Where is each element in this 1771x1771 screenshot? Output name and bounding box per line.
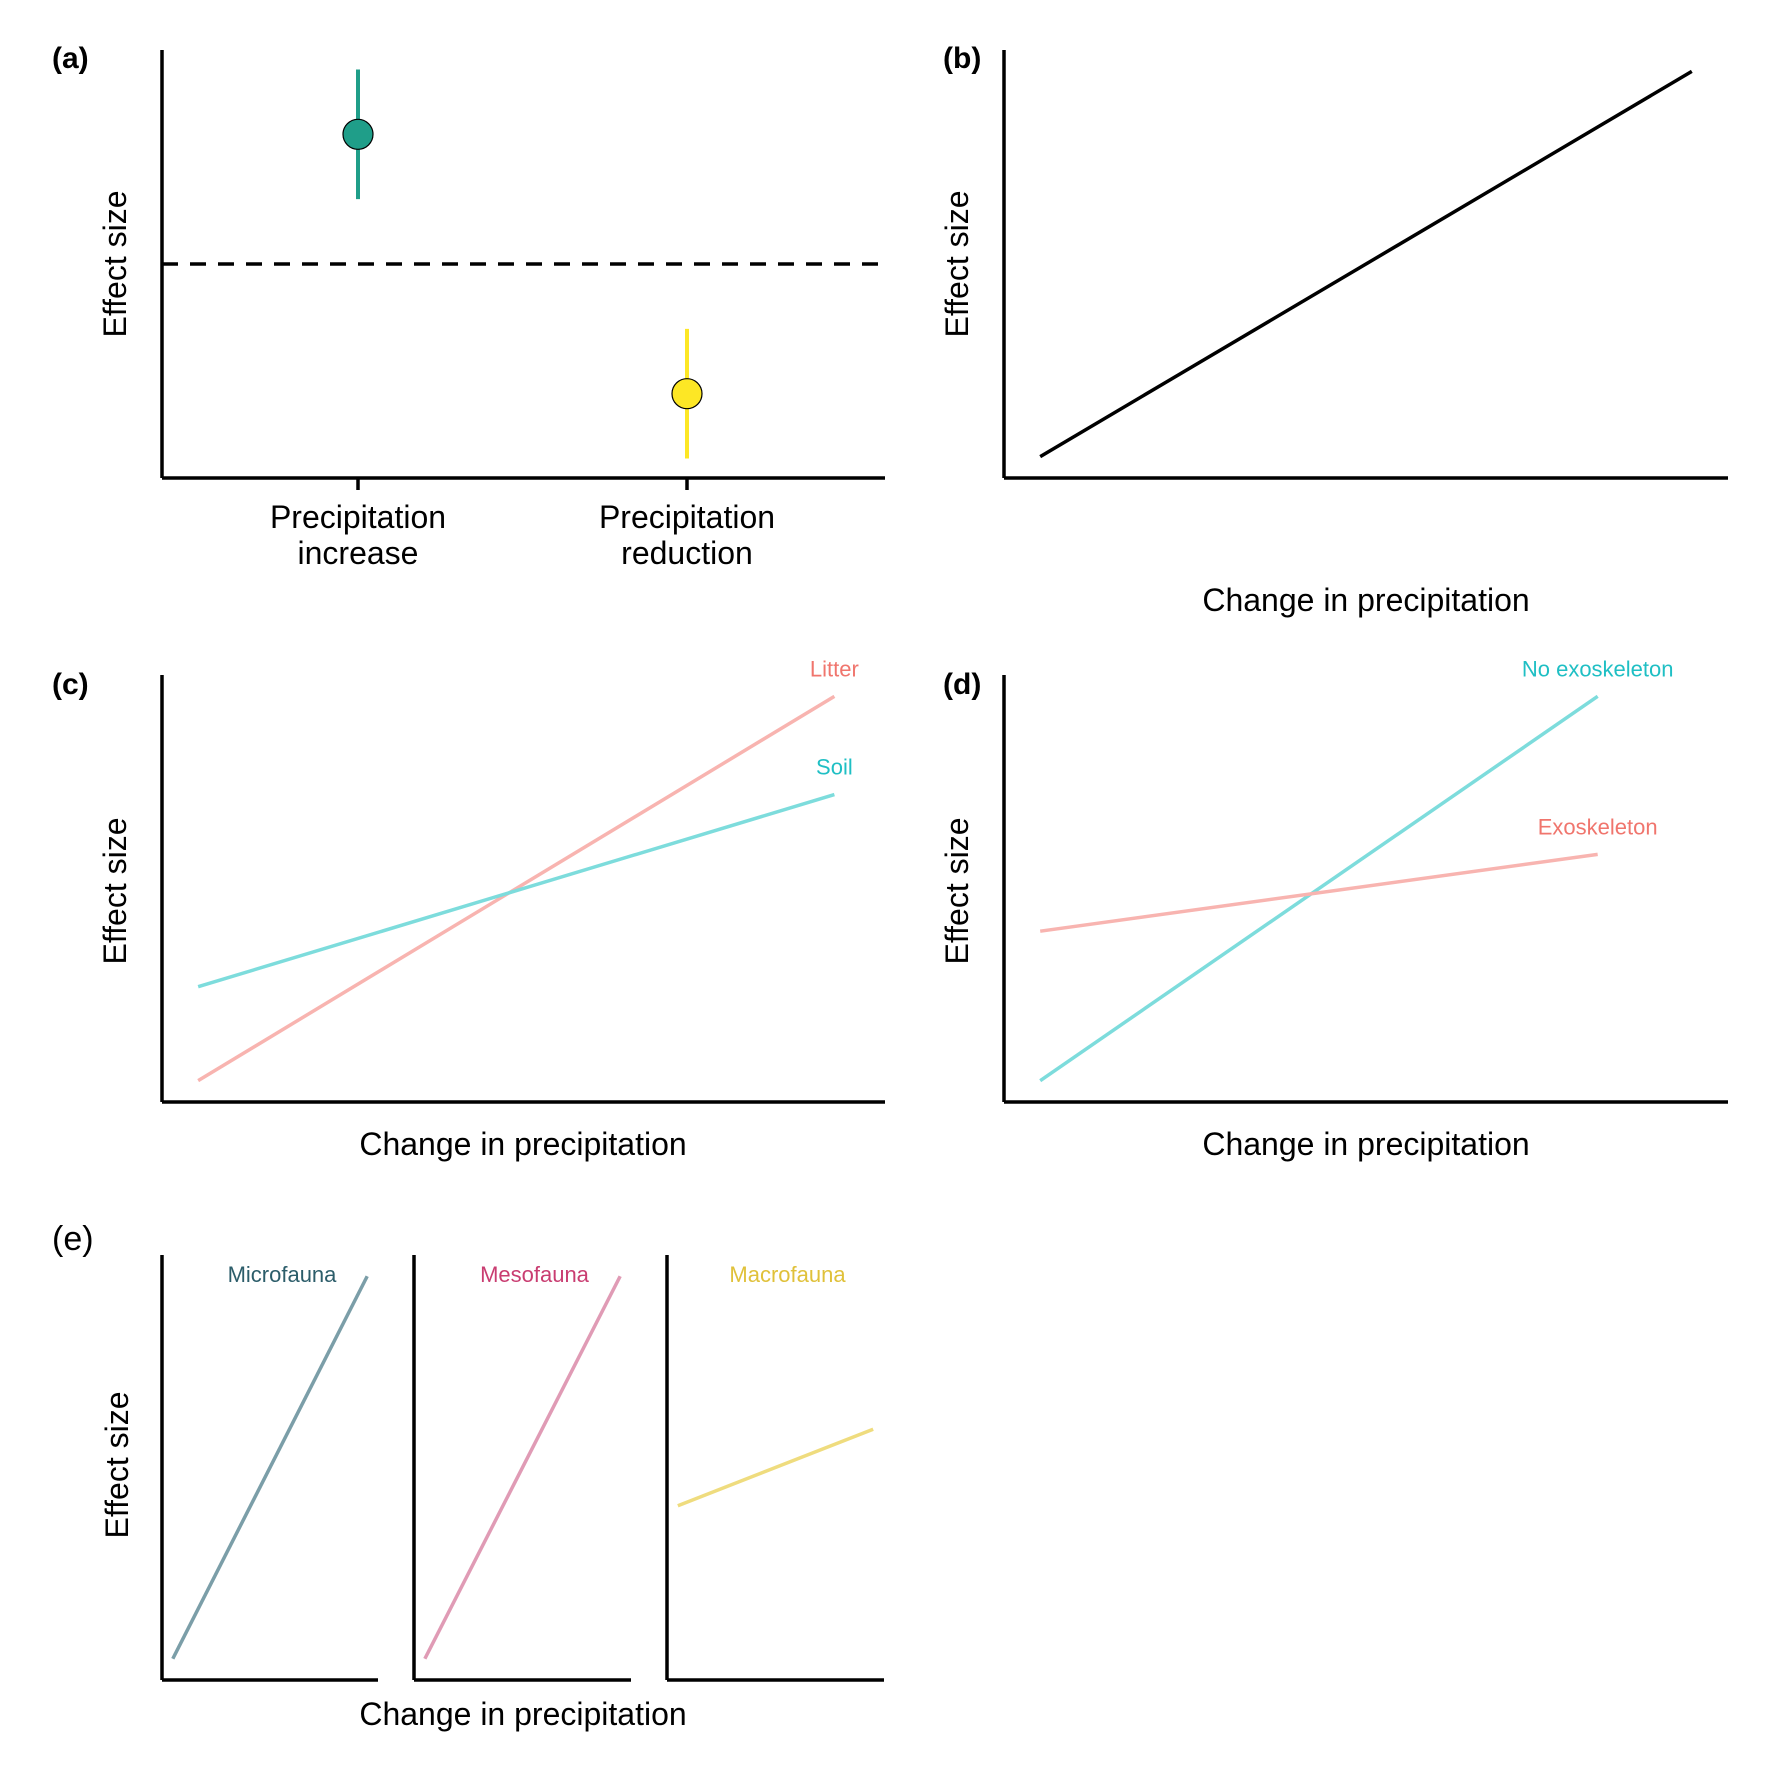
panel-e-series-line: [423, 1275, 622, 1660]
panel-c-ylabel: Effect size: [97, 817, 133, 964]
panel-c-series-label: Litter: [810, 656, 859, 681]
panel-e-facet-label: Microfauna: [228, 1262, 338, 1287]
panel-d-xlabel: Change in precipitation: [1202, 1126, 1529, 1162]
panel-a-label: (a): [52, 42, 89, 75]
panel-b-ylabel: Effect size: [939, 190, 975, 337]
panel-c-label: (c): [52, 668, 89, 701]
panel-d-series-line: [1039, 852, 1598, 933]
panel-a-point: [342, 118, 374, 150]
panel-d-series-label: Exoskeleton: [1538, 814, 1658, 839]
panel-a-x-tick-label: increase: [298, 535, 419, 571]
panel-d-ylabel: Effect size: [939, 817, 975, 964]
panel-e-series-line: [171, 1275, 369, 1660]
panel-c-series-line: [197, 694, 836, 1083]
panel-e-facet-label: Macrofauna: [729, 1262, 846, 1287]
panel-e-label: (e): [52, 1220, 94, 1258]
panel-b-series-line: [1039, 69, 1693, 459]
panel-e-facet-label: Mesofauna: [480, 1262, 590, 1287]
panel-d-series-label: No exoskeleton: [1522, 656, 1674, 681]
panel-a-point: [671, 378, 703, 410]
panel-e-ylabel: Effect size: [99, 1391, 135, 1538]
panel-c-series-label: Soil: [816, 755, 853, 780]
panel-c-xlabel: Change in precipitation: [359, 1126, 686, 1162]
panel-d-series-line: [1039, 694, 1599, 1083]
panel-a-x-tick-label: Precipitation: [599, 499, 775, 535]
panel-e-series-line: [677, 1427, 874, 1508]
panel-a-x-tick-label: Precipitation: [270, 499, 446, 535]
panel-b-label: (b): [943, 42, 981, 75]
panel-d-label: (d): [943, 668, 981, 701]
panel-a-x-tick-label: reduction: [621, 535, 753, 571]
panel-b-xlabel: Change in precipitation: [1202, 582, 1529, 618]
panel-c-series-line: [197, 792, 835, 989]
panel-e-xlabel: Change in precipitation: [359, 1696, 686, 1732]
panel-a-ylabel: Effect size: [97, 190, 133, 337]
